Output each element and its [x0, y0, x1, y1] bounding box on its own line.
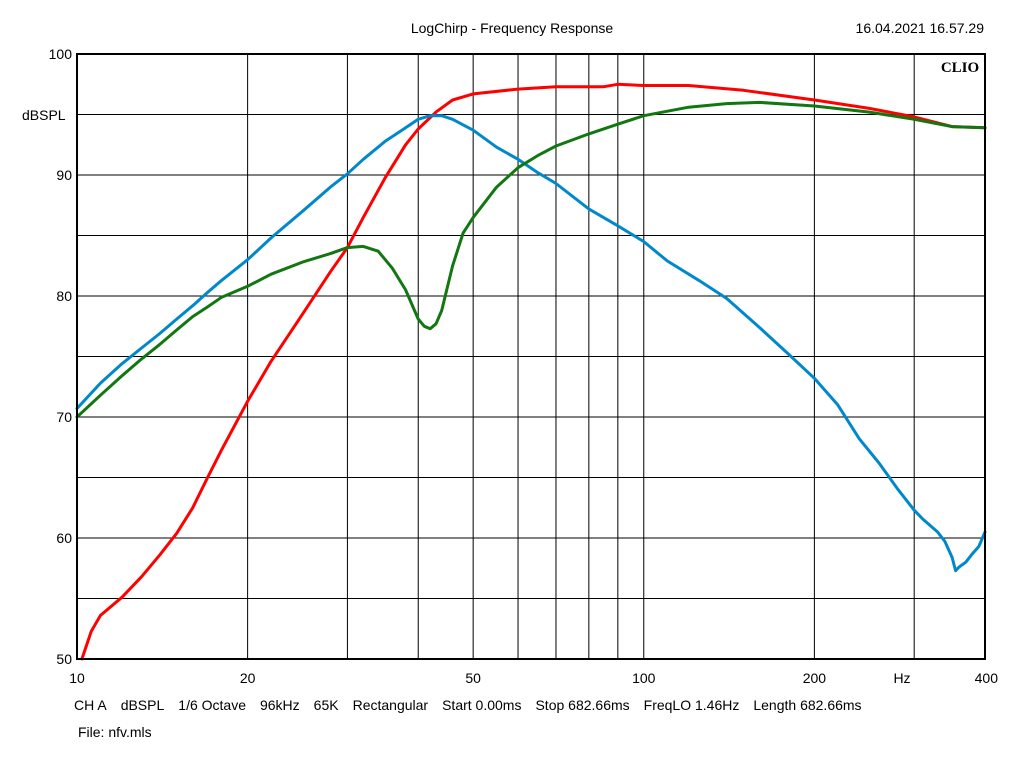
plot-frame	[76, 53, 986, 660]
plot-grid	[77, 54, 985, 659]
setting-item: Stop 682.66ms	[535, 697, 630, 713]
setting-item: FreqLO 1.46Hz	[643, 697, 740, 713]
timestamp: 16.04.2021 16.57.29	[856, 20, 985, 36]
brand-label: CLIO	[941, 60, 979, 76]
y-tick-label: 60	[56, 530, 72, 546]
x-tick-label: 20	[240, 670, 256, 686]
x-tick-label: 50	[465, 670, 481, 686]
brand-badge-bg	[938, 58, 982, 76]
x-tick-label: 100	[632, 670, 656, 686]
y-axis-labels: 50 60 70 80 90 100	[49, 46, 73, 667]
x-tick-label: 400	[975, 670, 999, 686]
y-tick-label: 50	[56, 651, 72, 667]
y-tick-label: 90	[56, 167, 72, 183]
setting-item: 1/6 Octave	[178, 697, 246, 713]
setting-item: dBSPL	[120, 697, 165, 713]
y-tick-label: 80	[56, 288, 72, 304]
x-axis-labels: 10 20 50 100 200 400	[69, 670, 998, 686]
chart-title: LogChirp - Frequency Response	[411, 20, 614, 36]
y-axis-unit-label: dBSPL	[22, 107, 66, 123]
response-curves	[75, 82, 987, 661]
measurement-settings-line: CH A dBSPL 1/6 Octave 96kHz 65K Rectangular St…	[74, 697, 876, 713]
y-tick-label: 100	[49, 46, 73, 62]
file-name-label: File: nfv.mls	[78, 724, 152, 740]
response-curve-3	[75, 100, 987, 419]
setting-item: Start 0.00ms	[442, 697, 522, 713]
frequency-response-chart: LogChirp - Frequency Response 16.04.2021…	[22, 20, 998, 686]
x-axis-unit-label: Hz	[893, 670, 910, 686]
response-curve-1	[80, 82, 987, 661]
response-curve-2	[75, 114, 987, 573]
y-tick-label: 70	[56, 409, 72, 425]
setting-item: 96kHz	[259, 697, 300, 713]
setting-item: Length 682.66ms	[753, 697, 862, 713]
setting-item: Rectangular	[352, 697, 429, 713]
x-tick-label: 200	[803, 670, 827, 686]
x-tick-label: 10	[69, 670, 85, 686]
setting-item: 65K	[313, 697, 339, 713]
setting-item: CH A	[74, 697, 107, 713]
